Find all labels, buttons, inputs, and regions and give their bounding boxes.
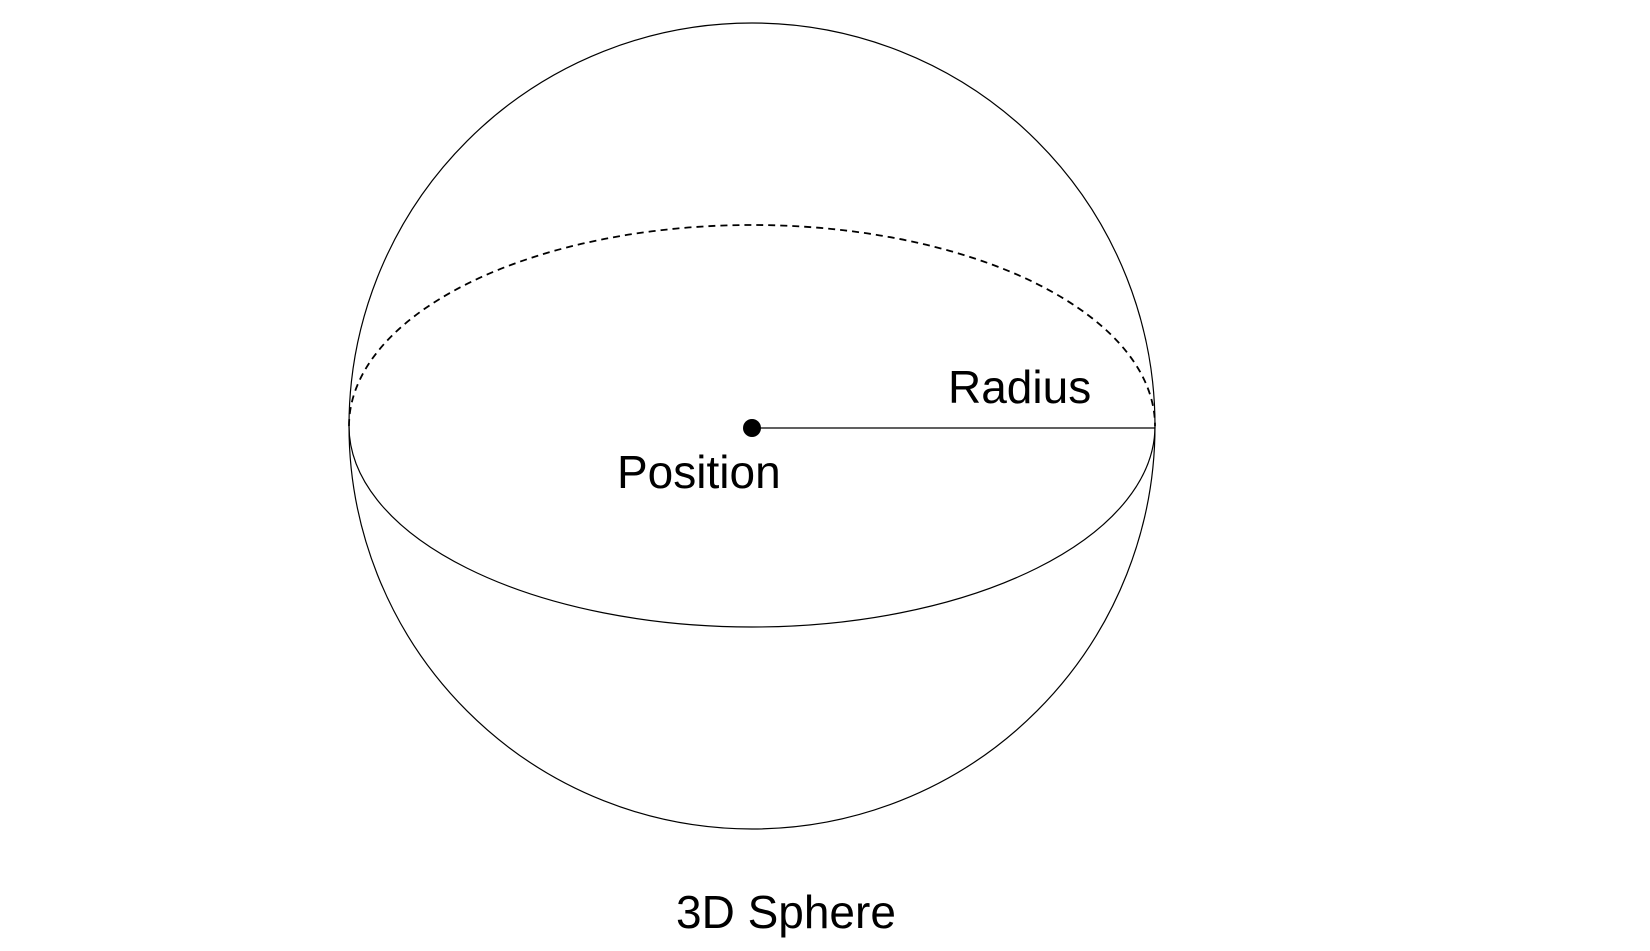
equator-back-dashed	[348, 224, 1156, 427]
radius-label: Radius	[948, 361, 1091, 413]
equator-front-solid	[348, 425, 1156, 628]
center-point	[743, 419, 761, 437]
position-label: Position	[617, 446, 781, 498]
diagram-caption: 3D Sphere	[676, 886, 896, 938]
